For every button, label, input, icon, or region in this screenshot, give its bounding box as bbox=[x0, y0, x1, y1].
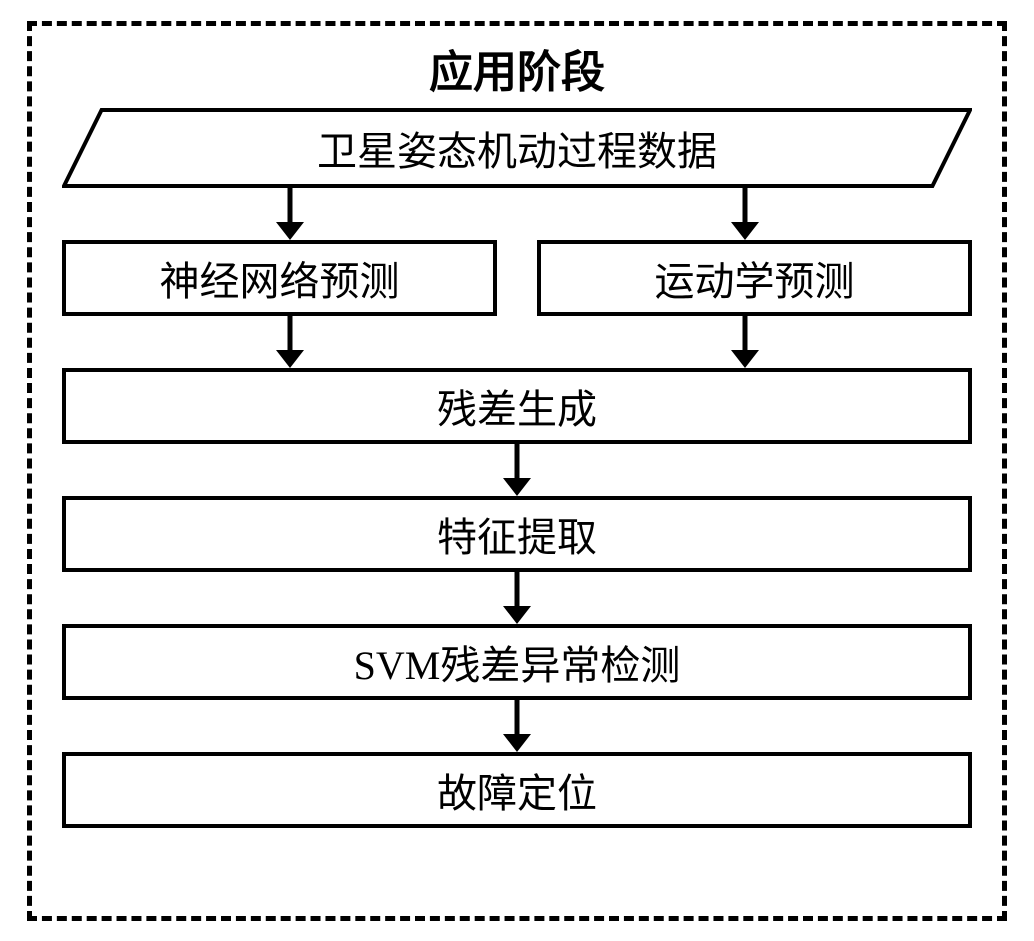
kinematic-predict-box: 运动学预测 bbox=[537, 240, 972, 316]
arrow-from-nn bbox=[275, 316, 305, 368]
arrow-to-kinematic bbox=[730, 188, 760, 240]
arrow-row-3 bbox=[62, 700, 972, 752]
arrow-to-nn bbox=[275, 188, 305, 240]
feature-extract-box: 特征提取 bbox=[62, 496, 972, 572]
input-node: 卫星姿态机动过程数据 bbox=[62, 108, 972, 188]
arrow-from-kinematic bbox=[730, 316, 760, 368]
arrow-row-1 bbox=[62, 444, 972, 496]
residual-gen-label: 残差生成 bbox=[437, 377, 597, 435]
svm-detect-label: SVM残差异常检测 bbox=[354, 633, 681, 691]
feature-extract-label: 特征提取 bbox=[437, 505, 597, 563]
prediction-row: 神经网络预测 运动学预测 bbox=[62, 240, 972, 316]
arrow-split-row bbox=[62, 188, 972, 240]
arrow-icon bbox=[502, 572, 532, 624]
arrow-merge-row bbox=[62, 316, 972, 368]
nn-predict-box: 神经网络预测 bbox=[62, 240, 497, 316]
arrow-icon bbox=[502, 444, 532, 496]
residual-gen-box: 残差生成 bbox=[62, 368, 972, 444]
diagram-container: 应用阶段 卫星姿态机动过程数据 神经网络预测 运动学预测 bbox=[27, 21, 1007, 921]
arrow-row-2 bbox=[62, 572, 972, 624]
fault-locate-label: 故障定位 bbox=[437, 761, 597, 819]
kinematic-predict-label: 运动学预测 bbox=[655, 249, 855, 307]
input-label: 卫星姿态机动过程数据 bbox=[317, 119, 717, 177]
fault-locate-box: 故障定位 bbox=[62, 752, 972, 828]
nn-predict-label: 神经网络预测 bbox=[160, 249, 400, 307]
svm-detect-box: SVM残差异常检测 bbox=[62, 624, 972, 700]
arrow-icon bbox=[502, 700, 532, 752]
diagram-title: 应用阶段 bbox=[62, 36, 972, 100]
